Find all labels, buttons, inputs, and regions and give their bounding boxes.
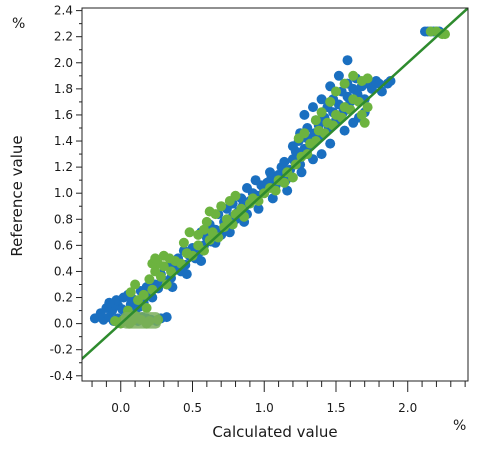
scatter-point-1-17 [161, 279, 172, 290]
scatter-point-1-10 [125, 287, 136, 298]
scatter-point-0-143 [287, 141, 298, 152]
scatter-point-0-141 [342, 55, 353, 66]
scatter-point-1-26 [199, 245, 209, 256]
scatter-point-1-79 [193, 229, 204, 240]
scatter-point-1-63 [359, 117, 370, 128]
y-axis: -0.4 -0.2 0.0 0.2 0.4 0.6 0.8 1.0 1.2 1.4 1.6 1.8 2.… [50, 4, 82, 383]
scatter-point-1-85 [184, 227, 195, 238]
scatter-point-1-29 [213, 232, 224, 243]
scatter-point-1-83 [158, 250, 169, 261]
scatter-point-0-127 [282, 185, 293, 196]
scatter-point-1-24 [187, 250, 198, 261]
points-layer [89, 26, 450, 329]
scatter-point-1-62 [362, 102, 373, 113]
scatter-point-1-67 [331, 86, 341, 97]
scatter-point-0-72 [250, 175, 261, 186]
x-tick-label: 2.0 [398, 401, 417, 415]
scatter-point-0-69 [242, 183, 252, 193]
plot-frame [81, 7, 469, 382]
scatter-point-0-151 [104, 297, 115, 308]
x-unit-label: % [453, 418, 466, 434]
scatter-point-0-134 [181, 269, 192, 280]
scatter-point-1-74 [216, 201, 227, 212]
scatter-point-1-68 [339, 78, 350, 89]
scatter-point-1-71 [362, 73, 373, 84]
scatter-point-1-78 [230, 190, 241, 201]
scatter-point-0-126 [296, 167, 307, 178]
y-tick-label: 1.2 [54, 160, 73, 174]
scatter-point-1-16 [155, 271, 166, 282]
scatter-point-1-69 [348, 70, 359, 81]
scatter-point-1-38 [253, 196, 264, 206]
scatter-point-1-12 [138, 289, 149, 300]
scatter-point-1-11 [130, 279, 141, 290]
x-axis: 0.0 0.5 1.0 1.5 2.0 [91, 381, 466, 415]
scatter-point-1-75 [204, 206, 215, 217]
scatter-point-1-19 [158, 261, 169, 272]
x-axis-title: Calculated value [212, 423, 337, 441]
scatter-point-1-14 [144, 274, 155, 285]
y-tick-label: 1.0 [54, 186, 73, 200]
y-tick-label: 2.2 [54, 30, 73, 44]
scatter-point-0-122 [339, 125, 350, 136]
scatter-point-0-138 [316, 94, 327, 105]
scatter-point-1-45 [287, 172, 298, 183]
y-tick-label: -0.2 [50, 343, 73, 357]
scatter-point-0-118 [385, 76, 396, 86]
scatter-point-0-33 [147, 292, 158, 303]
scatter-point-1-30 [219, 222, 230, 233]
scatter-point-1-65 [316, 107, 327, 118]
scatter-point-0-140 [333, 70, 344, 81]
scatter-point-0-136 [299, 109, 310, 120]
x-tick-label: 0.5 [183, 401, 202, 415]
scatter-point-1-32 [227, 219, 238, 230]
x-tick-label: 1.5 [326, 401, 345, 415]
scatter-point-1-43 [279, 177, 290, 188]
scatter-point-0-128 [267, 193, 278, 204]
x-tick-label: 0.0 [111, 401, 130, 415]
scatter-point-1-41 [270, 185, 281, 196]
y-tick-label: -0.4 [50, 369, 73, 383]
scatter-point-0-123 [325, 138, 336, 149]
y-axis-title: Reference value [8, 135, 26, 256]
scatter-point-1-61 [356, 109, 367, 120]
y-tick-label: 1.6 [54, 108, 73, 122]
scatter-point-1-64 [310, 115, 321, 126]
x-tick-label: 1.0 [255, 401, 274, 415]
scatter-point-0-129 [253, 203, 264, 214]
scatter-point-0-124 [316, 149, 327, 160]
dense-cluster [120, 312, 161, 329]
scatter-point-1-27 [204, 235, 215, 246]
y-tick-label: 2.4 [54, 4, 73, 18]
scatter-point-1-20 [166, 266, 176, 277]
y-tick-label: 0.6 [54, 238, 73, 252]
y-unit-label: % [12, 16, 25, 32]
scatter-point-1-87 [299, 128, 310, 139]
scatter-point-0-15 [161, 312, 172, 323]
y-tick-label: 0.4 [54, 264, 73, 278]
scatter-point-0-77 [265, 167, 275, 178]
reference-line [82, 8, 468, 361]
scatter-point-1-84 [178, 237, 189, 248]
scatter-point-0-82 [279, 156, 290, 167]
y-tick-label: 2.0 [54, 56, 73, 70]
scatter-point-0-121 [348, 117, 359, 128]
y-tick-label: 0.8 [54, 212, 73, 226]
y-tick-label: 0.0 [54, 317, 73, 331]
reference-line-layer [82, 8, 468, 361]
y-tick-label: 0.2 [54, 291, 73, 305]
scatter-point-1-66 [325, 96, 336, 107]
scatter-point-1-72 [201, 216, 212, 227]
y-tick-label: 1.4 [54, 134, 73, 148]
scatter-point-1-9 [141, 303, 152, 313]
scatter-point-1-82 [150, 253, 161, 264]
scatter-point-0-133 [196, 256, 207, 266]
y-tick-label: 1.8 [54, 82, 73, 96]
scatter-point-0-137 [308, 102, 318, 113]
